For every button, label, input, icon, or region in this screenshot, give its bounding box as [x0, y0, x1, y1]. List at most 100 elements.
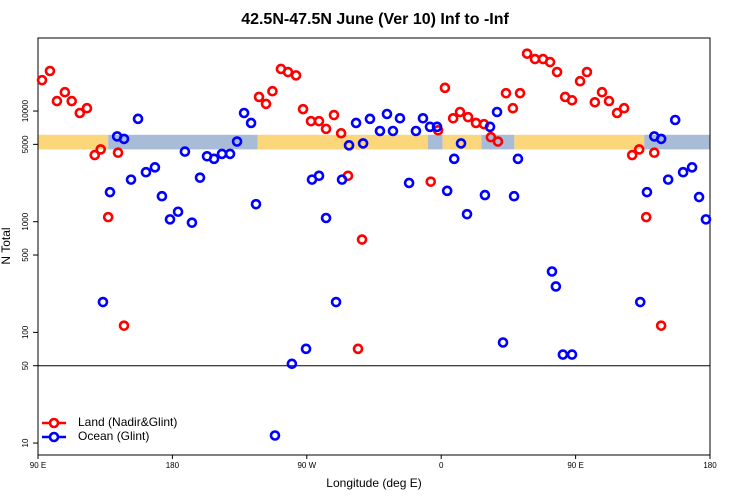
legend-marker [48, 417, 60, 429]
x-tick-label: 0 [439, 461, 444, 470]
point [500, 87, 512, 99]
x-tick-label: 180 [703, 461, 717, 470]
point [81, 102, 93, 114]
legend-marker [48, 431, 60, 443]
point [410, 125, 422, 137]
point [89, 149, 101, 161]
point [492, 136, 504, 147]
point [479, 189, 491, 201]
point [551, 66, 563, 78]
point [313, 170, 325, 182]
point [328, 109, 340, 121]
point [514, 87, 526, 99]
point [507, 102, 519, 114]
mask-segment [442, 134, 482, 150]
point [208, 153, 220, 165]
point [186, 217, 198, 228]
point [350, 117, 362, 129]
point [269, 430, 281, 441]
point [497, 337, 509, 348]
legend-label: Land (Nadir&Glint) [78, 415, 177, 429]
point [300, 343, 312, 355]
point [441, 185, 453, 197]
point [550, 281, 562, 292]
point [417, 112, 429, 124]
point [641, 186, 653, 198]
point [290, 70, 302, 81]
point [677, 166, 689, 178]
point [700, 214, 712, 225]
point [461, 208, 473, 220]
mask-segment [427, 134, 443, 150]
point [313, 115, 325, 127]
point [164, 214, 176, 225]
point [357, 138, 369, 149]
point [336, 174, 348, 185]
point [118, 320, 130, 331]
point [581, 66, 593, 78]
y-tick-label: 50 [21, 361, 30, 370]
point [352, 343, 364, 355]
point [640, 211, 652, 223]
point [394, 112, 406, 124]
point [320, 123, 332, 135]
point [149, 162, 161, 173]
point [425, 176, 437, 187]
mask-segment [38, 134, 109, 150]
point [320, 212, 332, 224]
point [364, 113, 376, 125]
point [633, 144, 645, 155]
point [238, 107, 250, 119]
point [431, 121, 443, 133]
point [231, 136, 243, 147]
x-tick-label: 90 E [567, 461, 583, 470]
point [655, 320, 667, 331]
point [662, 174, 674, 185]
mask-segment [514, 134, 645, 150]
point [66, 95, 78, 107]
y-tick-label: 5000 [21, 135, 30, 153]
x-tick-label: 90 E [30, 461, 46, 470]
point [521, 48, 533, 59]
point [655, 133, 667, 145]
series [36, 48, 667, 355]
point [44, 65, 56, 77]
point [286, 358, 298, 370]
point [95, 144, 107, 155]
y-tick-label: 10 [21, 438, 30, 447]
point [512, 153, 524, 165]
point [156, 190, 168, 202]
point [104, 186, 116, 198]
point [648, 147, 660, 159]
point [179, 146, 191, 157]
point [374, 125, 386, 137]
point [544, 56, 556, 68]
point [330, 296, 342, 308]
point [260, 98, 272, 110]
x-axis-label: Longitude (deg E) [326, 476, 421, 490]
point [140, 166, 152, 178]
point [297, 103, 309, 115]
x-tick-label: 180 [166, 461, 180, 470]
point [589, 96, 601, 108]
point [566, 349, 578, 360]
point [626, 149, 638, 161]
point [172, 206, 184, 218]
plot-frame [37, 37, 711, 456]
y-tick-label: 500 [21, 248, 30, 262]
point [387, 125, 399, 137]
point [335, 127, 347, 139]
point [343, 140, 355, 151]
mask-segment [257, 134, 428, 150]
point [686, 162, 698, 173]
y-tick-label: 1000 [21, 212, 30, 230]
point [245, 117, 257, 129]
point [74, 107, 86, 119]
point [51, 95, 63, 107]
point [439, 82, 451, 94]
point [447, 112, 459, 124]
point [618, 102, 630, 114]
point [112, 147, 124, 159]
legend-label: Ocean (Glint) [78, 429, 149, 443]
